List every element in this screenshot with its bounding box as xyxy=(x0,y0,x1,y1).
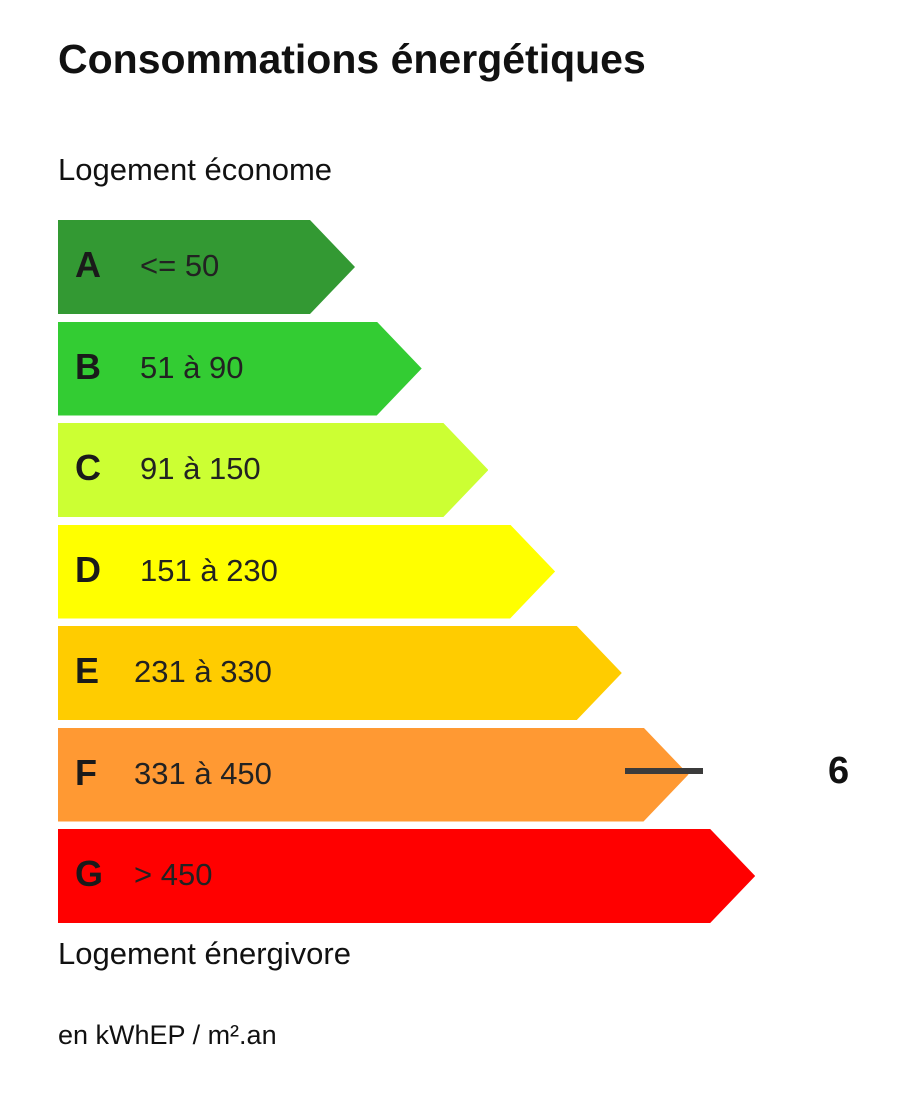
bar-range: <= 50 xyxy=(140,248,220,283)
bar-letter: G xyxy=(75,853,104,894)
bottom-label: Logement énergivore xyxy=(58,936,351,971)
energy-bar-b: B 51 à 90 xyxy=(58,321,422,416)
bar-letter: F xyxy=(75,751,97,793)
unit-label: en kWhEP / m².an xyxy=(58,1020,277,1050)
bar-letter: A xyxy=(75,244,101,285)
page-title: Consommations énergétiques xyxy=(58,36,646,82)
energy-bar-c: C 91 à 150 xyxy=(58,423,489,517)
energy-bar-g: G > 450 xyxy=(58,829,756,923)
current-value: 6 xyxy=(828,750,850,792)
bar-range: 231 à 330 xyxy=(134,654,272,689)
energy-bar-d: D 151 à 230 xyxy=(58,524,556,619)
bar-range: > 450 xyxy=(134,857,213,892)
top-label: Logement économe xyxy=(58,152,333,187)
energy-bar-e: E 231 à 330 xyxy=(58,626,622,720)
bar-letter: B xyxy=(75,345,101,387)
energy-bar-f: F 331 à 450 xyxy=(58,727,689,822)
current-value-marker xyxy=(625,768,703,774)
bar-range: 51 à 90 xyxy=(140,349,244,385)
bar-letter: D xyxy=(75,548,101,590)
bar-letter: E xyxy=(75,650,100,691)
bar-range: 331 à 450 xyxy=(134,755,272,791)
bar-range: 151 à 230 xyxy=(140,552,278,588)
bar-letter: C xyxy=(75,447,101,488)
bar-range: 91 à 150 xyxy=(140,451,261,486)
energy-bar-a: A <= 50 xyxy=(58,220,355,314)
